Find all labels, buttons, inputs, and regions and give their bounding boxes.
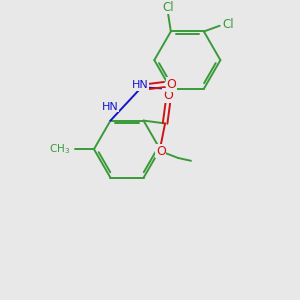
Text: Cl: Cl: [222, 18, 233, 31]
Text: HN: HN: [132, 80, 149, 90]
Text: HN: HN: [102, 102, 118, 112]
Text: O: O: [156, 145, 166, 158]
Text: CH$_3$: CH$_3$: [49, 142, 70, 156]
Text: O: O: [167, 78, 176, 91]
Text: Cl: Cl: [162, 1, 174, 13]
Text: O: O: [163, 89, 173, 102]
